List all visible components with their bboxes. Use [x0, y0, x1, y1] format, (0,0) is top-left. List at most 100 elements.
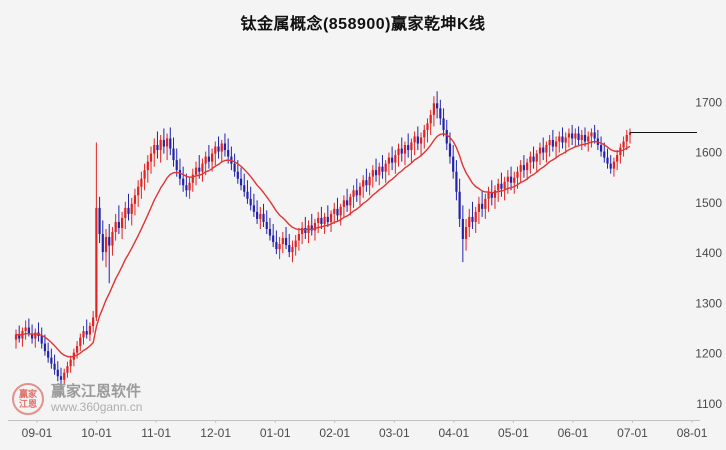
candle-body [88, 326, 92, 335]
candle-body [275, 242, 278, 250]
candle-body [34, 332, 37, 339]
candle-body [490, 192, 493, 198]
candle-body [513, 177, 516, 183]
y-axis-label: 1500 [695, 196, 722, 210]
candle-body [175, 160, 178, 171]
candle-body [526, 162, 529, 171]
candle-body [583, 134, 587, 142]
candle-body [339, 206, 342, 216]
candle-body [227, 150, 230, 157]
candle-body [500, 183, 503, 189]
candle-body [590, 132, 593, 137]
candle-body [185, 185, 188, 191]
candle-body [407, 145, 410, 151]
candle-body [432, 103, 436, 115]
candle-body [284, 238, 288, 246]
candle-body [262, 213, 265, 222]
candle-body [233, 163, 236, 172]
candle-body [223, 143, 227, 151]
candle-body [130, 203, 133, 214]
candle-body [538, 147, 542, 154]
candle-body [108, 237, 111, 246]
candle-body [535, 153, 538, 162]
candle-body [217, 146, 220, 152]
candle-body [127, 207, 130, 214]
y-axis-label: 1600 [695, 146, 722, 160]
candle-body [394, 155, 397, 163]
x-axis-label: 04-01 [438, 426, 469, 440]
candle-body [342, 200, 345, 207]
candle-body [381, 166, 384, 172]
candle-body [423, 129, 426, 138]
candle-body [349, 196, 352, 206]
candle-body [201, 163, 204, 172]
candle-body [18, 334, 21, 339]
candle-body [355, 190, 358, 196]
x-axis-label: 01-01 [260, 426, 291, 440]
x-axis-label: 12-01 [200, 426, 231, 440]
candle-body [599, 145, 603, 152]
candle-body [220, 143, 223, 152]
candle-body [98, 207, 101, 235]
candle-body [120, 217, 124, 228]
candle-body [464, 226, 468, 240]
candle-body [252, 205, 255, 212]
candle-body [278, 244, 281, 250]
candle-body [133, 195, 137, 204]
candle-body [487, 192, 490, 199]
x-axis-label: 03-01 [379, 426, 410, 440]
candle-body [30, 333, 34, 339]
candle-body [481, 203, 484, 209]
candle-body [506, 176, 509, 182]
candle-body [616, 155, 619, 162]
y-axis-label: 1200 [695, 347, 722, 361]
candle-body [143, 170, 146, 179]
candle-body [40, 336, 43, 344]
candle-body [336, 208, 339, 216]
candle-body [79, 337, 82, 347]
candle-body [191, 174, 194, 183]
y-axis-label: 1300 [695, 296, 722, 310]
candle-body [413, 136, 416, 143]
x-axis-label: 11-01 [141, 426, 171, 440]
candle-body [92, 317, 95, 326]
ma-line [15, 133, 631, 358]
candle-body [137, 186, 140, 196]
candle-body [509, 176, 513, 183]
x-axis-label: 05-01 [498, 426, 529, 440]
candle-body [288, 245, 291, 253]
candle-body [66, 366, 69, 373]
candle-body [256, 211, 259, 219]
candle-body [452, 156, 455, 172]
candle-body [445, 129, 448, 144]
candle-body [47, 351, 50, 358]
x-axis-label: 02-01 [319, 426, 350, 440]
candle-body [593, 132, 596, 139]
candle-body [400, 148, 403, 154]
y-axis-label: 1700 [695, 95, 722, 109]
candle-body [378, 166, 381, 176]
candle-body [403, 145, 407, 154]
candle-body [548, 140, 551, 146]
candle-body [53, 363, 56, 370]
candle-body [493, 190, 497, 198]
candle-body [419, 137, 423, 144]
candle-body [384, 163, 387, 172]
candle-body [111, 231, 114, 246]
candle-body [542, 147, 545, 153]
candle-body [265, 221, 268, 229]
candle-body [162, 140, 165, 147]
candle-body [178, 170, 182, 179]
candle-body [323, 216, 326, 224]
candle-body [442, 118, 445, 130]
candle-body [580, 134, 583, 141]
candle-body [159, 140, 162, 151]
candle-body [329, 213, 333, 222]
candle-body [612, 161, 616, 169]
candle-body [374, 170, 378, 176]
candle-body [210, 153, 214, 162]
x-axis-label: 08-01 [677, 426, 708, 440]
candle-body [124, 207, 127, 218]
candle-body [455, 171, 458, 192]
candle-body [571, 133, 574, 139]
